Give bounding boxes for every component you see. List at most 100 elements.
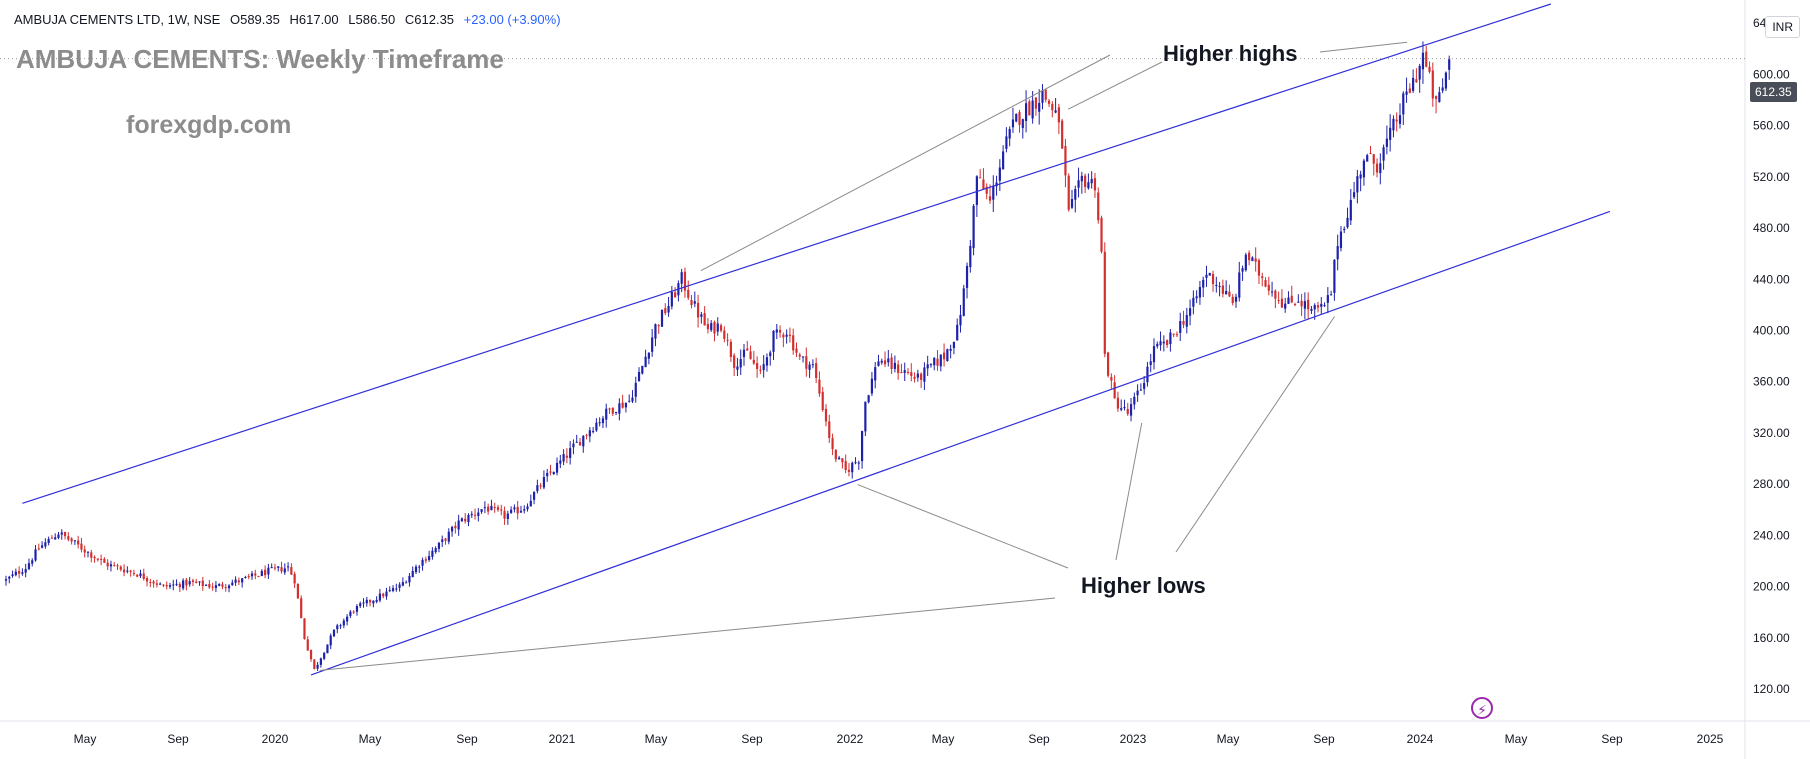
candle bbox=[483, 501, 486, 514]
candle bbox=[1198, 280, 1202, 305]
candle bbox=[821, 387, 824, 412]
candle bbox=[1434, 95, 1438, 114]
candle bbox=[1129, 398, 1133, 422]
candle bbox=[1330, 290, 1333, 296]
candle bbox=[762, 355, 765, 378]
candle bbox=[454, 521, 457, 534]
candle bbox=[1061, 118, 1064, 150]
candle bbox=[1425, 45, 1428, 68]
candle bbox=[1395, 112, 1398, 132]
candle bbox=[1346, 207, 1349, 229]
higher-highs-pointer bbox=[1067, 61, 1163, 110]
candle bbox=[1185, 307, 1188, 334]
candle bbox=[349, 610, 352, 619]
candle bbox=[1441, 78, 1444, 94]
candle bbox=[250, 570, 254, 580]
currency-button[interactable]: INR bbox=[1765, 16, 1800, 38]
candle bbox=[1152, 338, 1156, 370]
candle bbox=[372, 600, 375, 608]
candle bbox=[434, 546, 437, 554]
candle bbox=[188, 577, 191, 587]
candle bbox=[1195, 290, 1198, 304]
candle bbox=[618, 398, 621, 421]
candle bbox=[319, 657, 322, 668]
candle bbox=[1110, 373, 1113, 389]
candle bbox=[851, 461, 854, 479]
candle bbox=[1211, 270, 1215, 292]
candle bbox=[1257, 258, 1261, 284]
candle bbox=[431, 547, 434, 560]
candle bbox=[703, 306, 706, 326]
candle bbox=[473, 508, 477, 520]
candle bbox=[1179, 312, 1182, 341]
candle bbox=[1087, 173, 1090, 190]
candle bbox=[578, 438, 582, 446]
candle bbox=[1228, 284, 1231, 298]
candle bbox=[96, 558, 99, 562]
candle bbox=[569, 441, 572, 465]
candle bbox=[50, 535, 54, 539]
candle bbox=[778, 325, 782, 338]
higher-lows-pointer bbox=[857, 484, 1069, 569]
candle bbox=[4, 575, 8, 586]
candle bbox=[142, 568, 145, 581]
candle bbox=[1077, 167, 1080, 198]
y-tick-label: 120.00 bbox=[1753, 682, 1790, 696]
candle bbox=[237, 577, 240, 586]
candle bbox=[565, 448, 568, 464]
candle bbox=[1090, 171, 1093, 189]
candle bbox=[1389, 114, 1392, 152]
candle bbox=[1018, 109, 1021, 133]
candle bbox=[893, 355, 896, 373]
candle bbox=[746, 340, 749, 351]
x-tick-label: 2023 bbox=[1120, 732, 1147, 746]
candle bbox=[828, 414, 831, 443]
candle bbox=[365, 597, 368, 607]
candle bbox=[542, 470, 546, 490]
candle bbox=[815, 357, 818, 384]
candle bbox=[277, 566, 280, 572]
candles bbox=[0, 41, 1745, 671]
candle bbox=[664, 303, 667, 316]
candle bbox=[644, 349, 647, 368]
candle bbox=[126, 566, 129, 574]
candle bbox=[592, 427, 595, 434]
candle bbox=[605, 403, 608, 428]
candle bbox=[1005, 127, 1008, 153]
higher-highs-pointer bbox=[700, 54, 1111, 272]
higher-lows-pointer bbox=[1115, 422, 1143, 561]
candle bbox=[1280, 289, 1284, 308]
candle bbox=[329, 633, 332, 650]
candle bbox=[867, 394, 870, 404]
candle bbox=[785, 329, 788, 344]
candle bbox=[339, 623, 342, 629]
candle bbox=[119, 565, 122, 572]
candle bbox=[552, 471, 555, 476]
candle bbox=[57, 531, 60, 540]
candle bbox=[175, 579, 178, 587]
x-tick-label: May bbox=[645, 732, 668, 746]
candle bbox=[913, 372, 916, 383]
candle bbox=[388, 586, 391, 593]
candle bbox=[874, 362, 877, 389]
candle bbox=[726, 333, 729, 346]
candle bbox=[106, 559, 109, 571]
candle bbox=[83, 545, 86, 558]
candle bbox=[165, 581, 168, 590]
candle bbox=[195, 578, 198, 584]
candle bbox=[588, 427, 591, 443]
upper-channel-line[interactable] bbox=[22, 3, 1552, 504]
candle bbox=[1225, 280, 1228, 295]
candle bbox=[149, 578, 152, 588]
candle bbox=[759, 365, 762, 374]
close-value: C612.35 bbox=[404, 12, 455, 27]
lightning-icon[interactable]: ⚡ bbox=[1471, 697, 1493, 719]
lower-channel-line[interactable] bbox=[310, 210, 1611, 676]
candle bbox=[1323, 302, 1326, 308]
time-axis[interactable]: May Sep 2020 May Sep 2021 May Sep 2022 May Sep 2023… bbox=[74, 732, 1724, 746]
candle bbox=[834, 449, 837, 463]
candle bbox=[769, 350, 772, 366]
candle bbox=[286, 562, 290, 572]
